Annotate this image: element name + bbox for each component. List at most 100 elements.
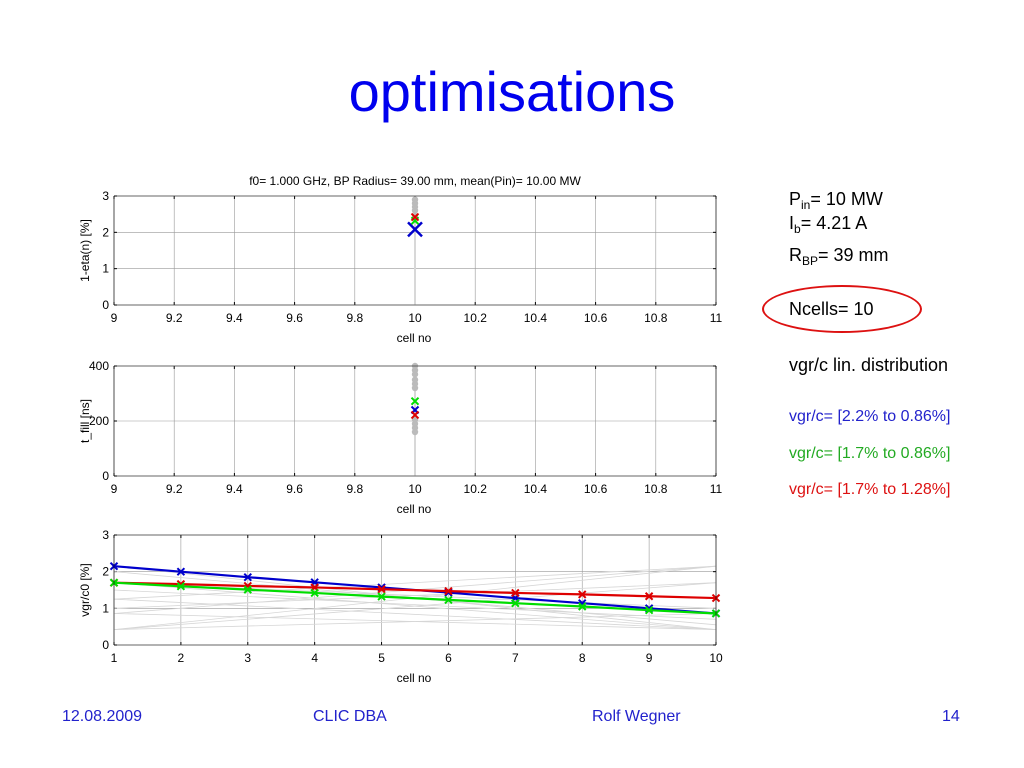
chart-title: f0= 1.000 GHz, BP Radius= 39.00 mm, mean… [249,174,581,188]
x-tick-label: 10.4 [524,311,548,325]
x-tick-label: 10 [709,651,723,665]
y-tick-label: 1 [102,601,109,615]
footer-author: Rolf Wegner [592,708,681,725]
y-tick-label: 400 [89,359,109,373]
data-point-green [644,605,654,615]
fill-time-chart: 9 9.2 9.4 9.6 9.8 10 10.2 10.4 10.6 10.8 11 0 200 400… [78,359,723,516]
gray-series-line [113,589,717,620]
data-point-blue [243,572,252,582]
param-rbp: RBP= 39 mm [789,245,889,268]
x-tick-label: 10.2 [464,482,488,496]
gray-series-line [113,565,717,600]
y-tick-label: 0 [102,469,109,483]
data-point-red [644,592,654,601]
gray-series-line [113,582,717,630]
y-tick-label: 2 [102,565,109,579]
data-point-green [176,582,186,591]
x-tick-label: 10.2 [464,311,488,325]
y-tick-label: 200 [89,414,109,428]
x-tick-label: 11 [710,482,723,496]
gray-point [411,376,419,383]
x-tick-label: 9 [646,651,653,665]
data-point-green [578,602,587,611]
x-tick-label: 5 [378,651,385,665]
x-tick-label: 9.4 [226,482,243,496]
series-line-red [113,581,717,600]
data-point-blue [176,567,186,576]
data-point-red [410,212,420,222]
x-tick-label: 8 [579,651,586,665]
x-tick-label: 10.8 [644,482,668,496]
param-ib: Ib= 4.21 A [789,213,868,236]
x-axis-label: cell no [397,331,432,345]
x-tick-label: 10 [408,311,422,325]
param-pin: Pin= 10 MW [789,189,883,212]
x-tick-label: 9.2 [166,482,183,496]
data-point-green [377,592,386,601]
axes-frame [113,534,717,646]
gray-point [411,416,419,423]
y-tick-label: 0 [102,298,109,312]
x-tick-label: 10.6 [584,311,608,325]
series-line-green [113,581,717,615]
data-point-blue [407,221,423,238]
x-tick-label: 9.8 [346,482,363,496]
x-tick-label: 6 [445,651,452,665]
footer-date: 12.08.2009 [62,708,143,725]
footer-event: CLIC DBA [313,708,387,725]
x-tick-label: 10.8 [644,311,668,325]
x-axis-label: cell no [397,502,432,516]
param-ncells: Ncells= 10 [789,299,874,319]
y-axis-label: 1-eta(n) [%] [78,219,92,282]
axes-frame [113,195,717,306]
x-tick-label: 4 [311,651,318,665]
axes-frame [113,365,717,477]
efficiency-chart: 9 9.2 9.4 9.6 9.8 10 10.2 10.4 10.6 10.8 11 0 1 2 3 cel… [78,189,723,345]
y-axis-label: vgr/c0 [%] [78,563,92,616]
distribution-label: vgr/c lin. distribution [789,355,949,375]
highlight-ellipse [762,285,922,333]
legend-blue: vgr/c= [2.2% to 0.86%] [789,408,951,425]
gray-series-line [113,598,717,630]
data-point-green [444,595,453,605]
y-axis-label: t_fill [ns] [78,399,92,443]
footer-page: 14 [942,708,960,725]
y-tick-label: 1 [102,262,109,276]
x-tick-label: 10.4 [524,482,548,496]
x-tick-label: 10.6 [584,482,608,496]
gray-series-line [113,613,717,630]
y-tick-label: 3 [102,189,109,203]
data-point-red [511,588,520,598]
y-tick-label: 2 [102,225,109,239]
data-point-green [310,588,319,598]
legend-green: vgr/c= [1.7% to 0.86%] [789,445,951,462]
x-tick-label: 10 [408,482,422,496]
x-tick-label: 3 [244,651,251,665]
x-axis-label: cell no [397,671,432,685]
data-point-red [578,590,587,599]
data-point-red [410,410,420,420]
data-point-red [444,586,453,596]
x-tick-label: 11 [710,311,723,325]
x-tick-label: 9 [111,482,118,496]
legend-red: vgr/c= [1.7% to 1.28%] [789,481,951,498]
slide-title: optimisations [348,60,676,123]
data-point-green [511,598,520,608]
x-tick-label: 9.8 [346,311,363,325]
y-tick-label: 3 [102,528,109,542]
data-point-red [377,585,386,594]
x-tick-label: 1 [111,651,118,665]
data-point-green [243,585,252,594]
x-tick-label: 9.4 [226,311,243,325]
x-tick-label: 7 [512,651,519,665]
x-tick-label: 9.6 [286,482,303,496]
y-tick-label: 0 [102,638,109,652]
x-tick-label: 9.6 [286,311,303,325]
data-point-green [410,396,420,406]
x-tick-label: 9.2 [166,311,183,325]
x-tick-label: 9 [111,311,118,325]
gray-point [411,196,419,203]
x-tick-label: 2 [178,651,185,665]
